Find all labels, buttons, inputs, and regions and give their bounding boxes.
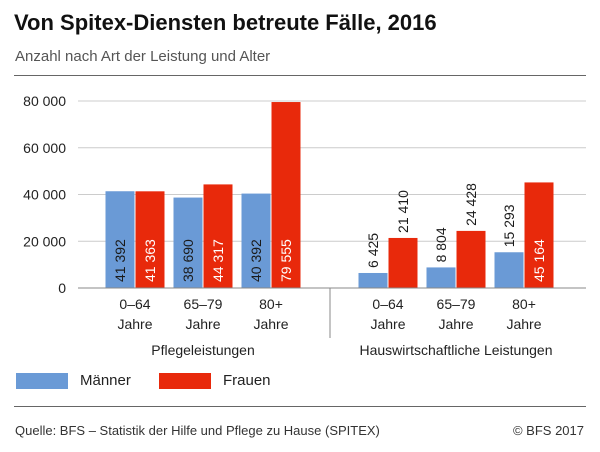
bar-maenner xyxy=(358,272,388,288)
y-tick-label: 0 xyxy=(58,280,66,296)
bar-frauen xyxy=(456,230,486,288)
value-label-frauen: 41 363 xyxy=(142,239,158,282)
legend-swatch-frauen xyxy=(159,373,211,389)
bar-frauen xyxy=(388,237,418,288)
y-tick-label: 80 000 xyxy=(23,93,66,109)
x-tick-label: 0–64 xyxy=(372,296,403,312)
legend-label-frauen: Frauen xyxy=(223,372,271,389)
value-label-frauen: 45 164 xyxy=(531,239,547,282)
y-tick-label: 40 000 xyxy=(23,187,66,203)
value-label-maenner: 8 804 xyxy=(433,227,449,262)
value-label-maenner: 40 392 xyxy=(248,239,264,282)
x-tick-label: 80+ xyxy=(512,296,536,312)
bars xyxy=(105,102,554,288)
bar-frauen xyxy=(203,184,233,288)
chart-subtitle: Anzahl nach Art der Leistung und Alter xyxy=(15,48,271,65)
legend-label-maenner: Männer xyxy=(80,372,131,389)
value-label-maenner: 15 293 xyxy=(501,204,517,247)
bar-frauen xyxy=(135,191,165,288)
bar-value-labels: 41 392 38 690 40 392 6 425 8 804 15 293 41 363… xyxy=(112,183,547,282)
group-label: Pflegeleistungen xyxy=(151,342,255,358)
x-tick-label: Jahre xyxy=(438,316,473,332)
y-tick-label: 20 000 xyxy=(23,233,66,249)
x-tick-label: Jahre xyxy=(506,316,541,332)
value-label-maenner: 6 425 xyxy=(365,233,381,268)
source-note: Quelle: BFS – Statistik der Hilfe und Pf… xyxy=(15,423,380,438)
y-tick-label: 60 000 xyxy=(23,140,66,156)
copyright-note: © BFS 2017 xyxy=(512,423,584,438)
bar-frauen xyxy=(271,102,301,288)
bar-maenner xyxy=(173,197,203,288)
bottom-divider xyxy=(14,406,586,407)
x-tick-label: Jahre xyxy=(253,316,288,332)
x-tick-label: 80+ xyxy=(259,296,283,312)
value-label-frauen: 21 410 xyxy=(395,190,411,233)
top-divider xyxy=(14,75,586,76)
chart-title: Von Spitex-Diensten betreute Fälle, 2016 xyxy=(14,10,437,35)
x-tick-label: Jahre xyxy=(185,316,220,332)
value-label-maenner: 38 690 xyxy=(180,239,196,282)
bar-frauen xyxy=(524,182,554,288)
x-tick-label: 65–79 xyxy=(184,296,223,312)
x-tick-label: Jahre xyxy=(117,316,152,332)
legend-swatch-maenner xyxy=(16,373,68,389)
x-tick-label: Jahre xyxy=(370,316,405,332)
x-tick-label: 65–79 xyxy=(437,296,476,312)
bar-maenner xyxy=(105,191,135,288)
bar-maenner xyxy=(494,252,524,288)
value-label-frauen: 79 555 xyxy=(278,239,294,282)
group-label: Hauswirtschaftliche Leistungen xyxy=(360,342,553,358)
value-label-frauen: 44 317 xyxy=(210,239,226,282)
bar-maenner xyxy=(426,267,456,288)
bar-maenner xyxy=(241,193,271,288)
bar-chart: 41 392 38 690 40 392 6 425 8 804 15 293 41 363… xyxy=(23,93,586,358)
value-label-frauen: 24 428 xyxy=(463,183,479,226)
x-tick-label: 0–64 xyxy=(119,296,150,312)
value-label-maenner: 41 392 xyxy=(112,239,128,282)
axes: 0 20 000 40 000 60 000 80 000 0–64 Jahre 65–79 J… xyxy=(23,93,586,358)
